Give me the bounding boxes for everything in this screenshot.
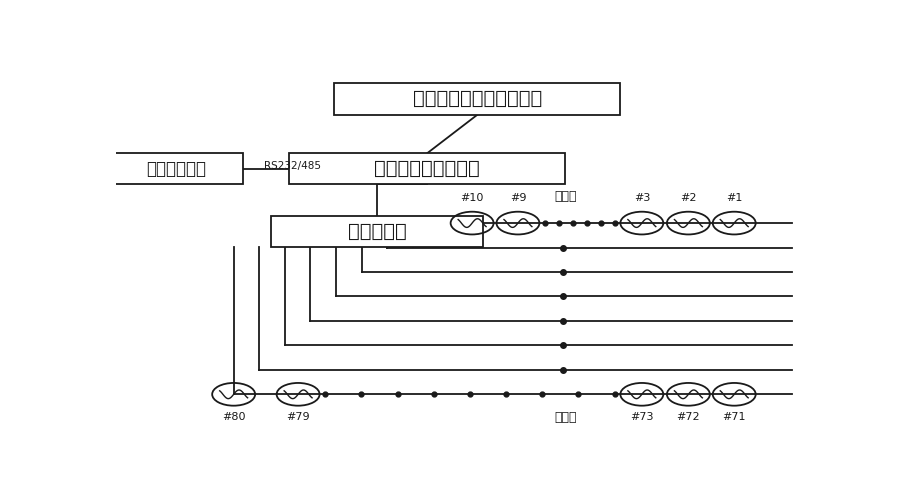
FancyBboxPatch shape (110, 154, 243, 184)
Text: 光纤熔接盒: 光纤熔接盒 (347, 222, 407, 241)
Text: #80: #80 (222, 412, 246, 423)
Text: 分布式光纤测温装置: 分布式光纤测温装置 (374, 159, 480, 179)
Text: #2: #2 (680, 193, 697, 203)
Text: #9: #9 (510, 193, 526, 203)
Text: 分布式光纤测温监控系统: 分布式光纤测温监控系统 (412, 90, 541, 108)
FancyBboxPatch shape (334, 83, 620, 115)
Text: #1: #1 (726, 193, 742, 203)
Text: 通道一: 通道一 (554, 190, 577, 203)
Text: #3: #3 (634, 193, 650, 203)
FancyBboxPatch shape (272, 216, 482, 247)
Text: RS232/485: RS232/485 (264, 161, 321, 171)
Text: #72: #72 (676, 412, 700, 423)
Text: #73: #73 (630, 412, 653, 423)
Text: #10: #10 (460, 193, 484, 203)
Text: 消防联动系统: 消防联动系统 (146, 160, 206, 178)
FancyBboxPatch shape (289, 154, 565, 184)
Text: #71: #71 (723, 412, 746, 423)
Text: #79: #79 (286, 412, 310, 423)
Text: 通道八: 通道八 (554, 410, 577, 424)
